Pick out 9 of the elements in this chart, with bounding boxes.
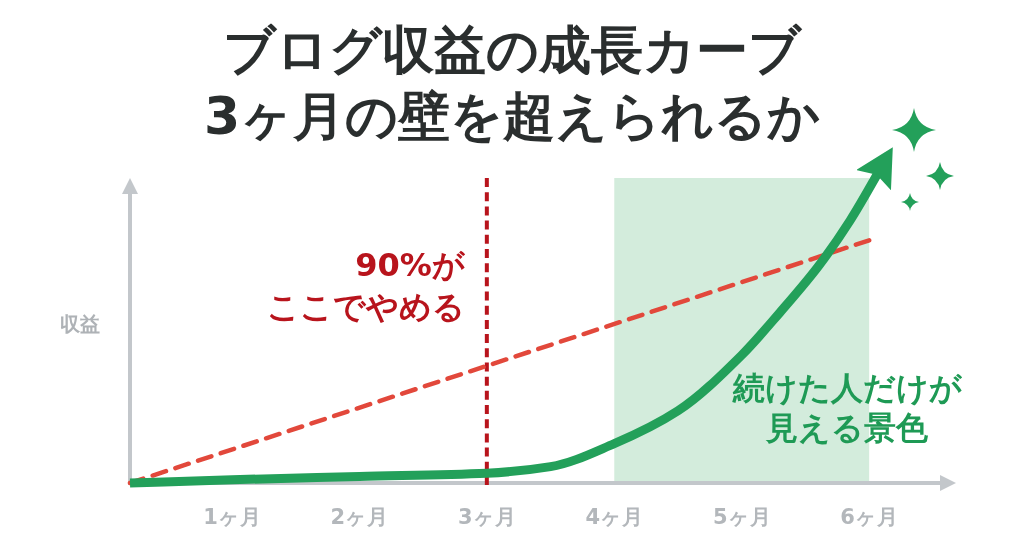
ylabel: 収益: [60, 312, 100, 336]
x-tick: 6ヶ月: [840, 505, 898, 529]
x-tick: 5ヶ月: [712, 505, 771, 529]
subtitle: 3ヶ月の壁を超えられるか: [203, 86, 821, 146]
x-tick: 4ヶ月: [585, 505, 644, 529]
x-tick: 3ヶ月: [458, 505, 516, 529]
title: ブログ収益の成長カーブ: [223, 20, 801, 80]
x-tick: 2ヶ月: [330, 505, 389, 529]
x-tick: 1ヶ月: [203, 505, 261, 529]
